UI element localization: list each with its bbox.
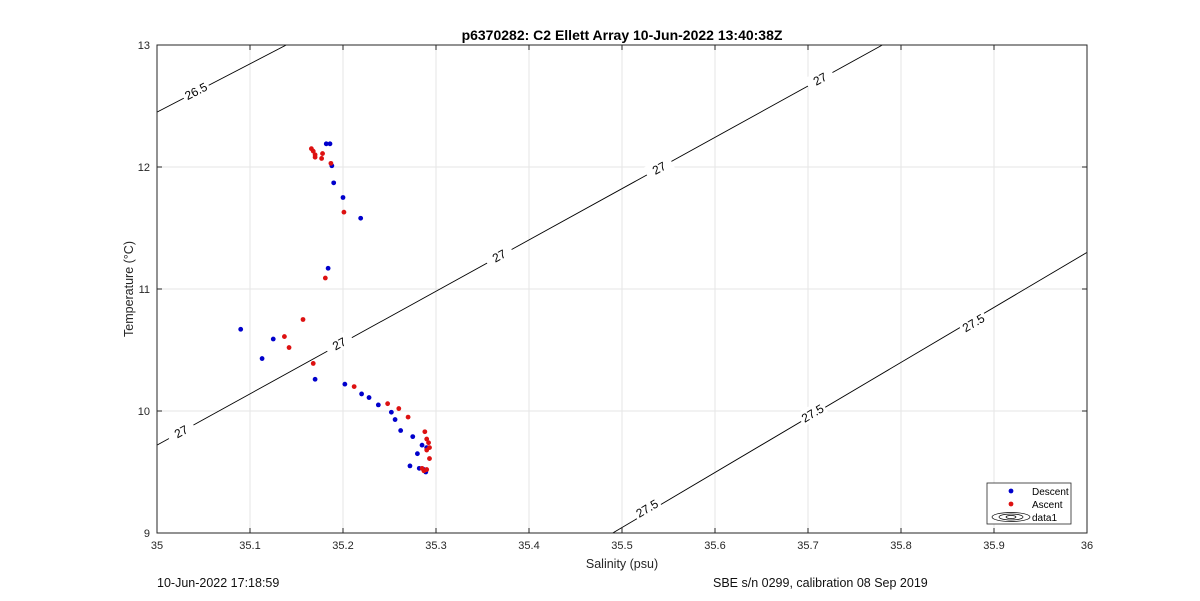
density-contours	[157, 45, 1087, 533]
contour-label-bg	[165, 417, 197, 445]
x-tick-label: 35.4	[518, 540, 539, 552]
series-ascent	[282, 146, 432, 474]
footer-calibration: SBE s/n 0299, calibration 08 Sep 2019	[713, 576, 928, 590]
x-tick-label: 35.7	[797, 540, 818, 552]
contour-label-bg	[179, 77, 212, 105]
point-descent	[340, 195, 346, 200]
point-ascent	[341, 209, 347, 215]
legend-label-ascent: Ascent	[1032, 500, 1063, 511]
point-ascent	[328, 160, 334, 166]
point-descent	[327, 141, 333, 147]
contour-label-bg	[323, 330, 355, 357]
contour-label: 27	[330, 334, 349, 353]
legend-marker-contour-icon	[991, 512, 1031, 522]
y-tick-label: 13	[138, 40, 150, 52]
grid-lines	[157, 45, 1087, 533]
y-tick-label: 11	[139, 284, 150, 296]
point-ascent	[320, 151, 325, 156]
contour-label: 27	[811, 70, 830, 89]
x-tick-label: 35.9	[983, 540, 1004, 552]
point-ascent	[310, 361, 316, 366]
point-ascent	[286, 345, 292, 350]
point-descent	[419, 442, 425, 448]
point-ascent	[282, 334, 287, 339]
contour-label-bg	[483, 242, 515, 269]
y-tick-label: 10	[138, 406, 150, 418]
point-descent	[375, 402, 381, 408]
contour-label: 27	[490, 247, 509, 266]
point-descent	[259, 356, 265, 361]
contour-line-27-5	[612, 252, 1087, 533]
point-ascent	[319, 156, 325, 161]
contour-line-27	[157, 45, 883, 446]
legend-box	[986, 482, 1072, 525]
y-tick-label: 9	[144, 528, 150, 540]
x-tick-label: 35.1	[239, 540, 260, 552]
contour-line-26-5	[157, 45, 287, 113]
point-ascent	[300, 317, 306, 322]
point-descent	[358, 215, 364, 221]
point-ascent	[405, 414, 411, 420]
point-descent	[331, 180, 337, 186]
point-descent	[312, 376, 318, 382]
point-descent	[342, 381, 348, 387]
legend-label-data1: data1	[1032, 513, 1057, 524]
y-axis-label: Temperature (°C)	[122, 241, 136, 337]
data-series	[238, 141, 432, 475]
point-descent	[270, 336, 276, 342]
point-descent	[359, 391, 364, 397]
contour-label: 27	[650, 159, 669, 178]
point-ascent	[385, 401, 391, 407]
legend-marker-ascent	[1008, 501, 1014, 507]
x-tick-label: 35.2	[332, 540, 353, 552]
footer-timestamp: 10-Jun-2022 17:18:59	[157, 576, 280, 590]
contour-label: 27	[172, 422, 191, 441]
point-descent	[392, 417, 398, 422]
chart-title: p6370282: C2 Ellett Array 10-Jun-2022 13…	[462, 27, 783, 43]
point-descent	[407, 463, 413, 469]
contour-label-bg	[957, 309, 990, 337]
point-descent	[410, 434, 416, 440]
point-descent	[238, 326, 244, 332]
legend: Descent Ascent data1	[986, 482, 1072, 525]
point-ascent	[396, 406, 402, 411]
point-ascent	[426, 440, 431, 446]
x-axis-label: Salinity (psu)	[586, 557, 658, 571]
x-tick-label: 35.8	[890, 540, 911, 552]
legend-marker-descent	[1008, 488, 1014, 494]
x-tick-label: 35	[151, 540, 163, 552]
x-tick-label: 36	[1081, 540, 1093, 552]
point-ascent	[322, 275, 328, 281]
contour-label-bg	[643, 154, 675, 182]
point-descent	[398, 428, 404, 433]
y-axis-ticks: 9 10 11 12 13	[138, 40, 1087, 540]
point-descent	[415, 451, 420, 457]
contour-label-bg	[630, 494, 663, 522]
point-descent	[388, 409, 394, 415]
point-ascent	[312, 154, 318, 160]
point-descent	[325, 265, 331, 271]
x-tick-label: 35.6	[704, 540, 725, 552]
contour-label-bg	[796, 399, 829, 427]
x-tick-label: 35.5	[611, 540, 632, 552]
point-descent	[366, 395, 372, 400]
point-ascent	[424, 467, 430, 472]
point-ascent	[422, 429, 428, 435]
x-tick-label: 35.3	[425, 540, 446, 552]
point-ascent	[424, 447, 430, 453]
legend-label-descent: Descent	[1032, 487, 1069, 498]
x-axis-ticks: 35 35.1 35.2 35.3 35.4 35.5 35.6 35.7 35.8 35.9 36	[151, 45, 1093, 552]
point-descent	[323, 141, 329, 147]
point-ascent	[424, 436, 430, 442]
point-ascent	[310, 148, 316, 154]
y-tick-label: 12	[138, 162, 150, 174]
point-ascent	[427, 456, 432, 461]
point-ascent	[351, 384, 357, 389]
contour-label-bg	[803, 65, 836, 93]
